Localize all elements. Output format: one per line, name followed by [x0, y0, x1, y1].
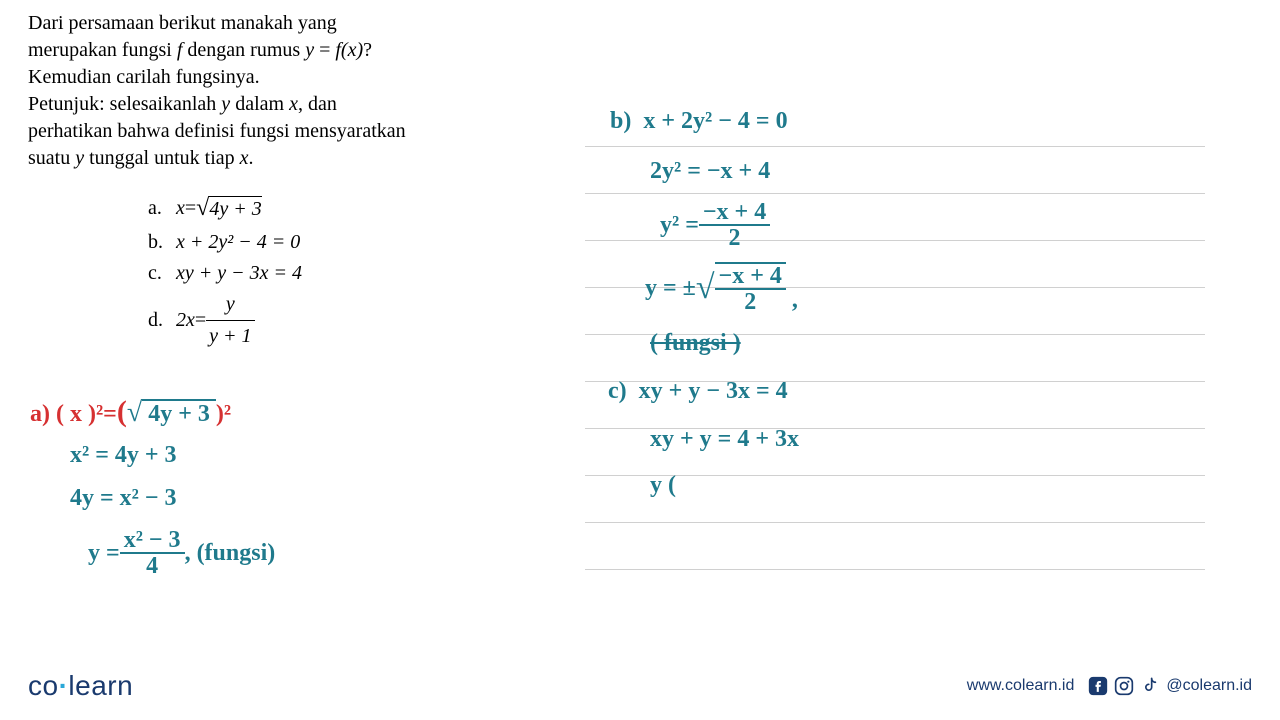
footer-url: www.colearn.id: [967, 677, 1075, 695]
footer: co·learn www.colearn.id @colearn.id: [28, 670, 1252, 702]
option-c: c. xy + y − 3x = 4: [148, 258, 468, 289]
work-b-line2: 2y² = −x + 4: [650, 158, 770, 185]
q-line-6: suatu y tunggal untuk tiap x.: [28, 145, 468, 172]
q-line-5: perhatikan bahwa definisi fungsi mensyar…: [28, 118, 468, 145]
q-line-1: Dari persamaan berikut manakah yang: [28, 10, 468, 37]
footer-right: www.colearn.id @colearn.id: [967, 676, 1252, 696]
q-line-4: Petunjuk: selesaikanlah y dalam x, dan: [28, 91, 468, 118]
work-a-line2: x² = 4y + 3: [70, 442, 177, 469]
footer-handle: @colearn.id: [1166, 677, 1252, 695]
facebook-icon: [1088, 676, 1108, 696]
tiktok-icon: [1140, 676, 1160, 696]
work-c-line1: c) xy + y − 3x = 4: [608, 378, 788, 405]
work-c-line3: y (: [650, 472, 676, 499]
option-b: b. x + 2y² − 4 = 0: [148, 227, 468, 258]
option-d: d. 2x = y y + 1: [148, 289, 468, 352]
option-a: a. x = √4y + 3: [148, 190, 468, 227]
work-b-line5: ( fungsi ): [650, 330, 741, 357]
question-block: Dari persamaan berikut manakah yang meru…: [28, 10, 468, 352]
social-icons: @colearn.id: [1088, 676, 1252, 696]
q-line-3: Kemudian carilah fungsinya.: [28, 64, 468, 91]
work-a-line3: 4y = x² − 3: [70, 485, 177, 512]
work-a-line1: a) ( x )²=(√ 4y + 3 )²: [30, 395, 231, 429]
work-a-line4: y = x² − 3 4 , (fungsi): [88, 528, 275, 578]
instagram-icon: [1114, 676, 1134, 696]
work-b-line3: y² = −x + 4 2: [660, 200, 770, 250]
work-c-line2: xy + y = 4 + 3x: [650, 426, 799, 453]
brand-logo: co·learn: [28, 670, 133, 702]
q-line-2: merupakan fungsi f dengan rumus y = f(x)…: [28, 37, 468, 64]
options-list: a. x = √4y + 3 b. x + 2y² − 4 = 0 c. xy …: [148, 190, 468, 352]
work-b-line1: b) x + 2y² − 4 = 0: [610, 108, 788, 135]
work-b-line4: y = ± √ −x + 4 2 ,: [645, 262, 798, 314]
